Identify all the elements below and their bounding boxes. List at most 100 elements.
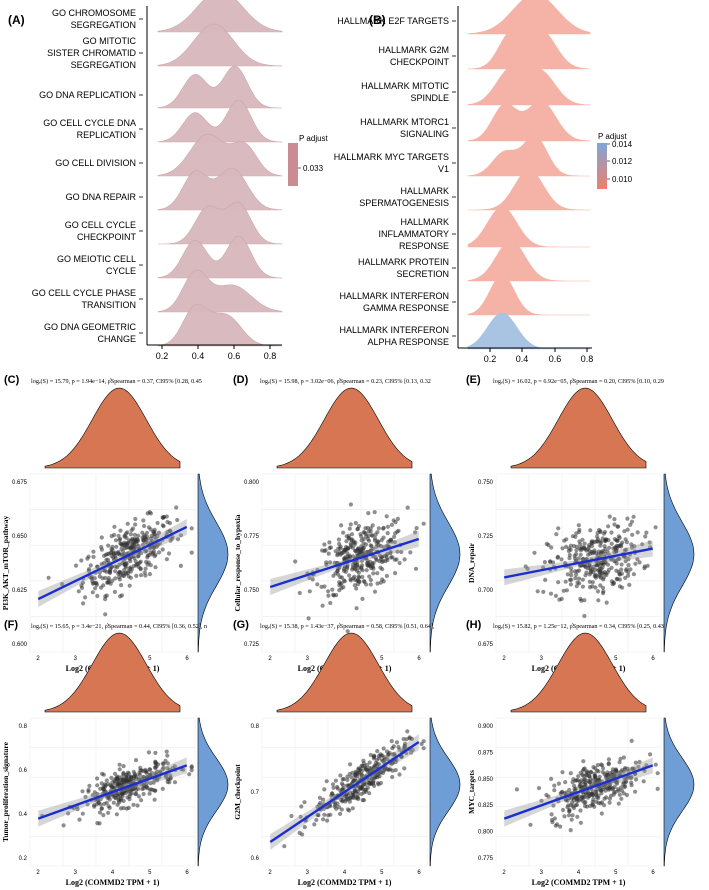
data-point — [407, 736, 412, 741]
data-point — [413, 530, 418, 535]
data-point — [617, 571, 622, 577]
data-point — [568, 803, 574, 808]
data-point — [189, 765, 194, 770]
data-point — [149, 787, 154, 792]
data-point — [543, 577, 548, 583]
data-point — [591, 765, 596, 770]
data-point — [568, 582, 574, 587]
data-point — [593, 585, 598, 590]
data-point — [382, 768, 387, 773]
data-point — [633, 760, 638, 765]
y-tick-label: 0.900 — [478, 724, 494, 730]
scatter-panel-h: (H) logₑ(S) = 15.82, p = 1.25e−12, ρ̂Spea… — [466, 619, 695, 887]
data-point — [318, 800, 323, 806]
y-tick-label: 0.875 — [478, 750, 494, 756]
data-point — [330, 587, 335, 592]
term-label: GO CELL CYCLE PHASE — [32, 288, 136, 298]
data-point — [653, 762, 658, 767]
data-point — [514, 787, 520, 792]
data-point — [552, 788, 557, 793]
data-point — [155, 520, 160, 526]
data-point — [77, 817, 82, 822]
data-point — [178, 533, 183, 538]
scatter-panel-d: (D) logₑ(S) = 15.98, p = 3.02e−06, ρ̂Spea… — [233, 374, 461, 673]
data-point — [357, 549, 362, 554]
data-point — [119, 546, 124, 551]
ridge-4 — [467, 100, 591, 142]
data-point — [552, 783, 557, 788]
y-tick-label: 0.675 — [478, 642, 494, 648]
x-tick-label: 2 — [502, 656, 506, 662]
data-point — [114, 812, 119, 817]
y-tick-label: 0.700 — [478, 588, 494, 594]
data-point — [345, 546, 350, 551]
data-point — [556, 526, 561, 531]
panel-label: (E) — [466, 374, 481, 386]
right-marginal-density — [663, 717, 695, 867]
data-point — [373, 532, 378, 537]
ridge-3 — [467, 64, 591, 106]
data-point — [149, 771, 155, 776]
data-point — [631, 514, 636, 519]
data-point — [348, 543, 354, 548]
data-point — [372, 509, 377, 515]
data-point — [363, 787, 368, 792]
data-point — [549, 776, 554, 782]
term-label: ALPHA RESPONSE — [367, 337, 449, 347]
data-point — [356, 796, 361, 802]
data-point — [312, 822, 317, 827]
data-point — [619, 796, 624, 801]
data-point — [114, 544, 119, 549]
data-point — [333, 778, 338, 783]
data-point — [164, 749, 169, 754]
data-point — [602, 796, 607, 801]
data-point — [603, 546, 608, 552]
data-point — [629, 738, 634, 744]
term-label: SEGREGATION — [71, 60, 136, 70]
stats-line: logₑ(S) = 15.98, p = 3.02e−06, ρ̂Spearma… — [260, 378, 431, 385]
data-point — [373, 774, 378, 779]
term-label: GO CELL DIVISION — [55, 158, 136, 168]
data-point — [605, 562, 611, 567]
data-point — [609, 541, 614, 546]
data-point — [629, 783, 634, 788]
data-point — [164, 557, 169, 562]
ridge-1 — [467, 0, 591, 35]
data-point — [606, 524, 611, 529]
term-label: GAMMA RESPONSE — [363, 303, 449, 313]
data-point — [542, 560, 548, 565]
data-point — [175, 517, 180, 523]
y-tick-label: 0.6 — [251, 856, 260, 862]
data-point — [353, 561, 358, 566]
data-point — [337, 583, 342, 588]
data-point — [607, 800, 612, 805]
data-point — [132, 532, 137, 538]
data-point — [325, 818, 330, 823]
data-point — [133, 516, 138, 522]
data-point — [389, 539, 394, 544]
data-point — [142, 570, 147, 575]
data-point — [581, 759, 586, 764]
data-point — [617, 760, 622, 765]
data-point — [144, 784, 149, 789]
data-point — [390, 555, 395, 560]
ridge-10 — [467, 312, 590, 350]
data-point — [110, 544, 115, 549]
data-point — [408, 550, 413, 555]
data-point — [421, 521, 426, 526]
data-point — [364, 568, 369, 573]
data-point — [132, 540, 137, 545]
data-point — [368, 582, 373, 587]
data-point — [97, 810, 103, 815]
data-point — [616, 801, 621, 806]
data-point — [603, 538, 608, 543]
data-point — [587, 793, 592, 798]
data-point — [324, 560, 329, 565]
data-point — [347, 808, 352, 813]
data-point — [556, 580, 561, 585]
data-point — [338, 546, 343, 551]
data-point — [578, 808, 583, 813]
data-point — [607, 796, 613, 801]
regression-line — [37, 525, 188, 601]
data-point — [134, 791, 139, 796]
